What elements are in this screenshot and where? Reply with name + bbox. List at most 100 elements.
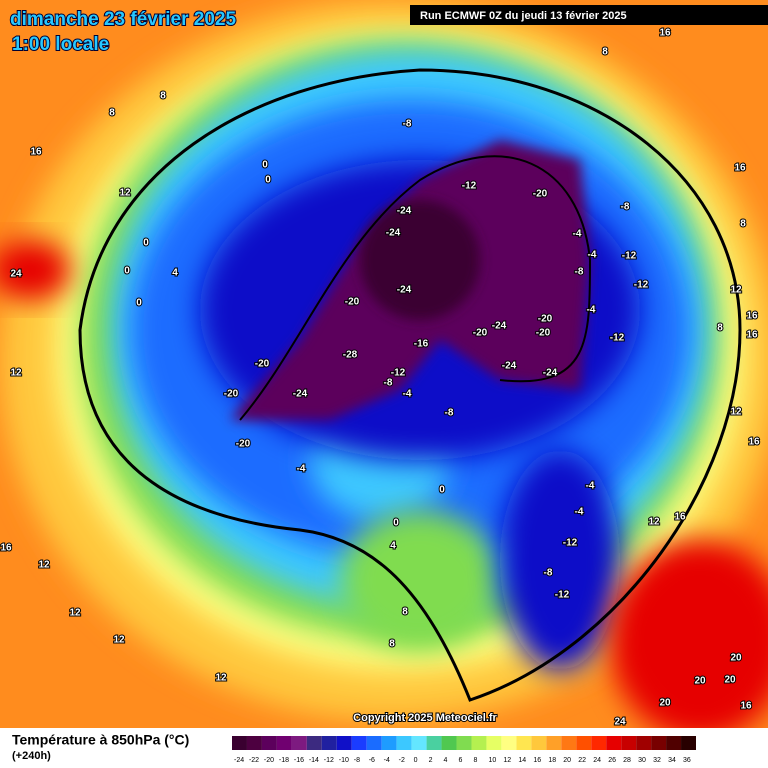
contour-label: -20 — [345, 297, 360, 308]
contour-label: 16 — [674, 512, 686, 523]
contour-label: -12 — [622, 251, 637, 262]
colorbar-swatch — [681, 736, 696, 750]
colorbar-swatch — [591, 736, 607, 750]
colorbar-tick-label: 12 — [503, 757, 511, 764]
contour-label: 20 — [730, 653, 742, 664]
colorbar-swatch — [246, 736, 262, 750]
colorbar-swatch — [351, 736, 367, 750]
contour-label: 16 — [734, 163, 746, 174]
colorbar-swatch — [291, 736, 307, 750]
contour-label: -8 — [384, 378, 393, 389]
contour-label: 8 — [402, 607, 408, 618]
colorbar-swatch — [426, 736, 442, 750]
colorbar-tick-label: -18 — [279, 757, 289, 764]
colorbar-tick-label: 26 — [608, 757, 616, 764]
colorbar-tick-label: -12 — [324, 757, 334, 764]
contour-label: -24 — [386, 228, 401, 239]
colorbar-tick-label: 4 — [444, 757, 448, 764]
contour-label: 12 — [38, 560, 50, 571]
colorbar-tick-label: 36 — [683, 757, 691, 764]
contour-label: -4 — [586, 481, 595, 492]
contour-label: 24 — [614, 717, 626, 728]
run-box — [410, 5, 768, 25]
contour-label: -20 — [533, 189, 548, 200]
colorbar-tick-label: -10 — [339, 757, 349, 764]
contour-label: -8 — [544, 568, 553, 579]
contour-label: -12 — [555, 590, 570, 601]
colorbar: -24 -22 -20 -18 -16 -14 -12 -10 -8 -6 -4 -2 0 2 4 6 8 10 1… — [232, 736, 696, 764]
colorbar-tick-label: 32 — [653, 757, 661, 764]
colorbar-tick-label: -22 — [249, 757, 259, 764]
colorbar-swatch — [621, 736, 637, 750]
contour-label: -12 — [563, 538, 578, 549]
colorbar-tick-label: -4 — [384, 757, 390, 764]
colorbar-tick-label: 20 — [563, 757, 571, 764]
colorbar-tick-label: 24 — [593, 757, 601, 764]
colorbar-swatch — [276, 736, 292, 750]
contour-label: -8 — [403, 119, 412, 130]
temperature-field — [0, 0, 768, 740]
colorbar-tick-label: 34 — [668, 757, 676, 764]
contour-label: 0 — [393, 518, 399, 529]
contour-label: 8 — [717, 323, 723, 334]
contour-label: 12 — [119, 188, 131, 199]
colorbar-swatch — [666, 736, 682, 750]
colorbar-swatch — [456, 736, 472, 750]
contour-label: -8 — [575, 267, 584, 278]
contour-label: -4 — [403, 389, 412, 400]
contour-label: -4 — [575, 507, 584, 518]
contour-label: 4 — [390, 541, 396, 552]
valid-date: dimanche 23 février 2025 — [10, 9, 236, 30]
contour-label: 24 — [10, 269, 22, 280]
colorbar-tick-label: 16 — [533, 757, 541, 764]
colorbar-swatch — [636, 736, 652, 750]
colorbar-tick-label: 6 — [459, 757, 463, 764]
contour-label: -12 — [634, 280, 649, 291]
contour-label: 12 — [730, 407, 742, 418]
colorbar-swatch — [501, 736, 517, 750]
contour-label: 16 — [659, 28, 671, 39]
contour-label: -20 — [536, 328, 551, 339]
contour-label: 4 — [172, 268, 178, 279]
contour-label: -20 — [255, 359, 270, 370]
colorbar-swatch — [396, 736, 412, 750]
contour-label: 8 — [602, 47, 608, 58]
contour-label: -24 — [397, 206, 412, 217]
colorbar-tick-label: 22 — [578, 757, 586, 764]
colorbar-swatch — [261, 736, 277, 750]
colorbar-tick-label: -20 — [264, 757, 274, 764]
contour-label: 12 — [215, 673, 227, 684]
contour-label: 0 — [143, 238, 149, 249]
contour-label: -4 — [297, 464, 306, 475]
colorbar-tick-label: -16 — [294, 757, 304, 764]
colorbar-tick-label: -6 — [369, 757, 375, 764]
contour-label: 16 — [746, 311, 758, 322]
contour-label: -28 — [343, 350, 358, 361]
contour-label: -20 — [538, 314, 553, 325]
colorbar-tick-label: -8 — [354, 757, 360, 764]
colorbar-swatch — [441, 736, 457, 750]
contour-label: 12 — [69, 608, 81, 619]
contour-label: 12 — [10, 368, 22, 379]
colorbar-swatch — [531, 736, 547, 750]
contour-label: 20 — [694, 676, 706, 687]
contour-label: 12 — [648, 517, 660, 528]
colorbar-swatch — [651, 736, 667, 750]
contour-label: -4 — [588, 250, 597, 261]
colorbar-tick-label: 10 — [488, 757, 496, 764]
contour-label: -12 — [462, 181, 477, 192]
run-info: Run ECMWF 0Z du jeudi 13 février 2025 — [420, 10, 627, 22]
copyright: Copyright 2025 Meteociel.fr — [353, 712, 497, 724]
colorbar-swatch — [576, 736, 592, 750]
colorbar-swatch — [411, 736, 427, 750]
valid-time: 1:00 locale — [12, 34, 109, 55]
contour-label: 8 — [109, 108, 115, 119]
contour-label: 16 — [748, 437, 760, 448]
colorbar-swatch — [561, 736, 577, 750]
contour-label: -24 — [543, 368, 558, 379]
colorbar-swatch — [232, 736, 247, 750]
contour-label: 0 — [136, 298, 142, 309]
colorbar-swatch — [321, 736, 337, 750]
